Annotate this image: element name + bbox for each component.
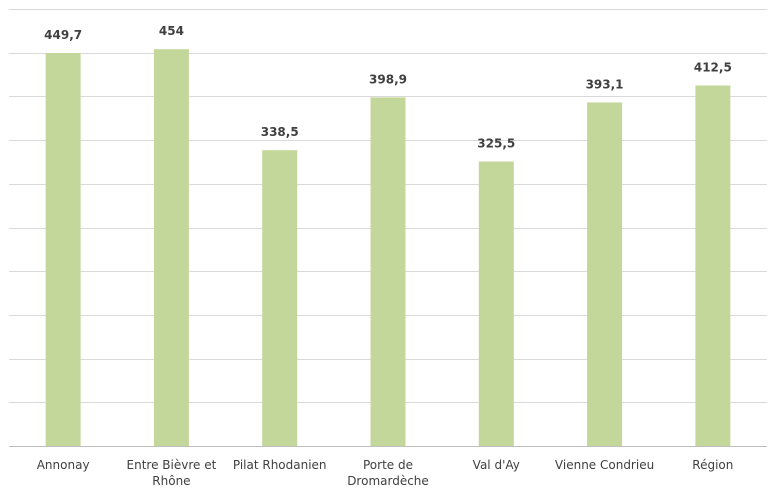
data-label: 454 (159, 24, 184, 38)
data-label: 398,9 (369, 72, 407, 86)
data-label: 449,7 (44, 28, 82, 42)
x-tick-label: Région (692, 458, 734, 472)
bar (153, 49, 189, 446)
x-tick-label: Pilat Rhodanien (232, 458, 327, 472)
x-tick-label: Val d'Ay (472, 458, 520, 472)
x-tick-label: Vienne Condrieu (554, 458, 655, 472)
bar (478, 161, 514, 446)
data-label: 325,5 (477, 137, 515, 151)
data-label: 393,1 (586, 77, 624, 91)
x-tick-label: Porte de Dromardèche (347, 458, 429, 488)
data-label: 338,5 (261, 125, 299, 139)
x-tick-label: Annonay (36, 458, 90, 472)
bar (587, 102, 623, 446)
data-label: 412,5 (694, 60, 732, 74)
bar (262, 150, 298, 446)
bar (370, 97, 406, 447)
bar (695, 85, 731, 446)
bar (45, 52, 81, 447)
x-tick-label: Entre Bièvre et Rhône (126, 458, 217, 488)
